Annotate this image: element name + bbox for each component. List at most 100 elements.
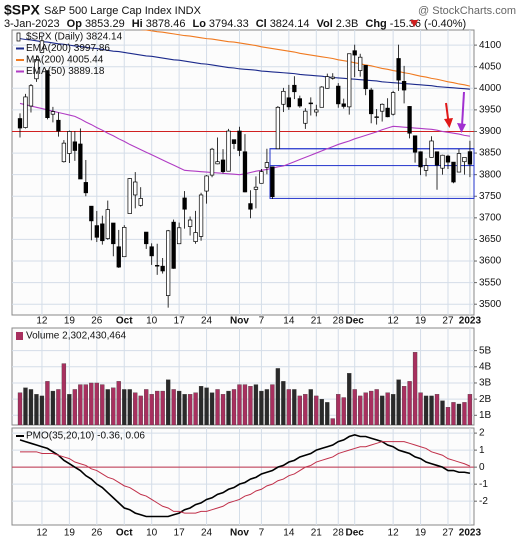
x-tick-label: Oct: [116, 528, 133, 539]
candle-body: [17, 118, 23, 129]
volume-bar: [253, 384, 259, 425]
volume-bar: [144, 389, 149, 425]
volume-bar: [39, 395, 45, 425]
candle-body: [347, 53, 352, 108]
x-tick-label: 2023: [459, 528, 482, 539]
quote-value: 3878.46: [146, 18, 186, 30]
candle-body: [336, 85, 341, 105]
y-tick-label: 3900: [479, 126, 502, 137]
candle-body: [28, 85, 34, 107]
candle-body: [165, 230, 171, 296]
y-tick-label: -2: [479, 496, 488, 507]
candle-body: [198, 194, 204, 237]
x-tick-label: 19: [64, 528, 76, 539]
candle-body: [248, 203, 253, 210]
volume-bar: [209, 392, 215, 425]
purple-arrow-head: [457, 123, 466, 133]
volume-bar: [363, 392, 368, 425]
candle-body: [45, 70, 50, 119]
candle-body: [34, 59, 39, 80]
legend-icon: [16, 332, 23, 340]
y-tick-label: 3500: [479, 299, 502, 310]
volume-bar: [456, 403, 462, 425]
candle-body: [149, 246, 154, 257]
volume-bar: [171, 389, 176, 425]
volume-bar: [445, 407, 451, 425]
legend-label: $SPX (Daily) 3824.14: [26, 32, 123, 43]
y-tick-label: 3700: [479, 212, 502, 223]
candle-body: [138, 198, 143, 206]
volume-bar: [440, 400, 445, 425]
y-tick-label: 1B: [479, 410, 492, 421]
volume-bar: [127, 389, 132, 425]
volume-bar: [226, 390, 231, 425]
x-tick-label: 10: [146, 528, 158, 539]
y-tick-label: 3800: [479, 169, 502, 180]
x-tick-label: 10: [146, 316, 158, 327]
candle-body: [270, 166, 275, 198]
volume-bar: [34, 394, 39, 425]
candle-body: [111, 222, 116, 245]
candle-body: [193, 232, 198, 242]
candle-body: [297, 98, 302, 107]
volume-bar: [133, 392, 138, 425]
candle-body: [89, 205, 94, 222]
legend-label: MA(200) 4005.44: [26, 55, 104, 66]
candle-body: [434, 151, 440, 166]
x-tick-label: 14: [283, 528, 295, 539]
volume-bar: [369, 390, 374, 425]
candle-body: [215, 161, 220, 165]
candle-body: [396, 58, 401, 81]
candle-body: [144, 231, 149, 245]
x-tick-label: 27: [442, 528, 454, 539]
volume-bar: [412, 352, 418, 425]
candle-body: [418, 151, 423, 168]
candle-body: [281, 90, 286, 105]
y-tick-label: 2B: [479, 394, 492, 405]
candle-body: [105, 209, 110, 239]
volume-bar: [275, 368, 281, 425]
quote-line: 3-Jan-2023 Op 3853.29 Hi 3878.46 Lo 3794.33 Cl 3…: [4, 18, 466, 30]
volume-bar: [72, 389, 78, 425]
volume-bar: [56, 389, 61, 425]
volume-bar: [17, 392, 23, 425]
volume-bar: [50, 390, 56, 425]
volume-bar: [259, 390, 264, 425]
candle-body: [50, 111, 56, 115]
volume-bar: [352, 389, 357, 425]
legend-label: EMA(50) 3889.18: [26, 66, 105, 77]
volume-bar: [165, 379, 171, 425]
candle-body: [160, 265, 165, 272]
x-tick-label: 19: [64, 316, 76, 327]
volume-bar: [116, 381, 121, 425]
candle-body: [423, 165, 429, 171]
volume-bar: [67, 394, 72, 425]
volume-bar: [198, 386, 204, 425]
candle-body: [100, 223, 105, 242]
y-tick-label: 3650: [479, 234, 502, 245]
x-tick-label: Oct: [116, 316, 133, 327]
candle-body: [231, 139, 237, 144]
y-tick-label: 1: [479, 445, 485, 456]
candle-body: [445, 155, 451, 163]
candle-body: [462, 157, 467, 163]
x-tick-label: 24: [201, 316, 213, 327]
purple-arrow: [461, 91, 465, 127]
volume-bar: [160, 390, 165, 425]
series-line: [19, 433, 471, 518]
candle-body: [264, 162, 270, 168]
y-tick-label: 3B: [479, 378, 492, 389]
volume-bar: [105, 389, 110, 425]
candle-body: [363, 65, 368, 90]
y-tick-label: 3750: [479, 191, 502, 202]
y-tick-label: 3550: [479, 277, 502, 288]
candle-body: [467, 151, 473, 165]
candle-body: [319, 86, 324, 108]
candle-body: [187, 219, 193, 227]
y-tick-label: 4000: [479, 83, 502, 94]
volume-bar: [401, 386, 407, 425]
candle-body: [72, 141, 78, 151]
x-tick-label: Nov: [230, 528, 249, 539]
x-tick-label: 28: [333, 316, 345, 327]
